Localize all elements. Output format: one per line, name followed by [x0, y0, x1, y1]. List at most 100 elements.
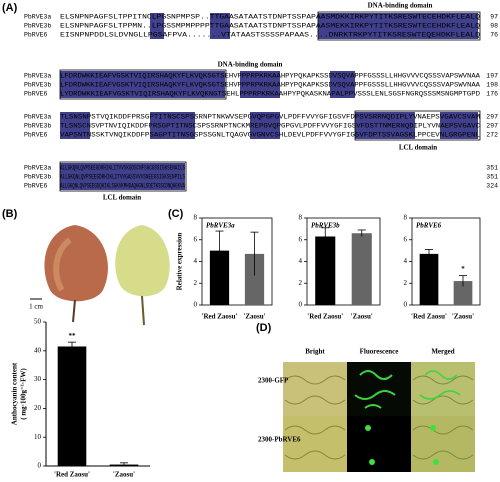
y-tick-label: 6 [299, 235, 303, 243]
sequence-name: PbRVE3a [24, 165, 51, 172]
sequence-name: PbRVE3b [24, 174, 51, 181]
sequence-name: PbRVE3b [24, 82, 51, 89]
alignment: DNA-binding domain PbRVE3a ELSNPNPAGFSLTPP… [24, 2, 498, 202]
y-tick-label: 2 [404, 279, 408, 287]
sequence-name: PbRVE6 [24, 32, 48, 39]
scale-label: 1 cm [29, 303, 43, 311]
y-tick-label: 0 [38, 462, 42, 470]
x-tick-label: 'Zaosu' [243, 313, 265, 321]
sequence-name: PbRVE6 [24, 91, 48, 98]
significance-label: * [461, 265, 465, 273]
y-tick-label: 4 [299, 257, 303, 265]
sequence-end: 97 [490, 14, 498, 21]
sequence-name: PbRVE3a [24, 73, 51, 80]
chart-title: PbRVE3a [206, 222, 235, 230]
sequence-end: 198 [486, 82, 498, 89]
bar [315, 236, 336, 305]
y-tick-label: 6 [404, 235, 408, 243]
domain-label: LCL domain [399, 144, 437, 152]
sequence-name: PbRVE3a [24, 14, 51, 21]
bar [57, 346, 87, 466]
panel-label: (C) [168, 208, 184, 220]
y-tick-label: 8 [299, 214, 303, 222]
sequence-end: 176 [486, 91, 498, 98]
panel-label: (A) [2, 2, 18, 14]
domain-label: DNA-binding domain [368, 2, 433, 10]
panel-label: (D) [256, 322, 272, 334]
column-header: Merged [431, 348, 454, 356]
y-tick-label: 8 [194, 214, 198, 222]
pear-photo [30, 225, 170, 326]
y-axis-label: Anthocyanin content [11, 362, 19, 425]
bar [453, 281, 473, 305]
y-tick-label: 4 [194, 257, 198, 265]
domain-label: LCL domain [103, 194, 141, 202]
y-tick-label: 20 [34, 404, 42, 412]
x-tick-label: 'Zaosu' [113, 471, 135, 479]
bar [244, 253, 265, 305]
domain-box [59, 11, 481, 192]
bar [419, 253, 439, 305]
sequence: EISNPNPDDLSLDVNGLLPGSAFPVA.......VTATAAS… [60, 32, 480, 39]
sequence-end: 324 [486, 183, 498, 190]
x-tick-label: 'Red Zaosu' [411, 313, 447, 321]
sequence: ALLGKQNLQVPSEEGDRHIKLITVVSKGDSCNFSGCGSSI… [60, 165, 185, 172]
sequence-end: 76 [490, 32, 498, 39]
sequence: TLSNSNPSTVQIKDDFPRSGPTITNSCSPSSRNPTNKWVS… [60, 114, 480, 121]
sequence: LYDRDWKKIEAFVGSKTVIQIRSHAQKYFLKVQKNGTSEH… [60, 91, 480, 98]
y-tick-label: 50 [34, 318, 42, 326]
bar [209, 250, 230, 305]
sequence: LFDRDWKKIEAFVGSKTVIQIRSHAQKYFLKVQKSGTSEH… [60, 82, 480, 89]
y-tick-label: 8 [404, 214, 408, 222]
y-tick-label: 10 [34, 433, 42, 441]
sequence: ALLGKQNLQVPSEEGDRHIKLITVVGASSVVVSNEEGSIG… [60, 174, 185, 181]
sequence: ELSNPNPAGFSLTPPMN..LPGSSMPMPPPPTTGAASATA… [60, 23, 480, 30]
sequence-end: 351 [486, 165, 498, 172]
x-tick-label: 'Red Zaosu' [307, 313, 343, 321]
sequence-name: PbRVE3b [24, 123, 51, 130]
row-header: 2300-PbRVE6 [258, 436, 301, 444]
sequence: ALLGKQNLQVPSEEGDQHIKLSGKVKMHDAQHGNLSDETK… [60, 183, 185, 190]
chart-title: PbRVE6 [416, 222, 442, 230]
sequence-name: PbRVE3a [24, 114, 51, 121]
microscopy [283, 362, 475, 472]
sequence-end: 197 [486, 73, 498, 80]
domain-label: DNA-binding domain [218, 61, 283, 69]
sequence: VAPSNTNSSKTVNQIKDDFPSAGPTITNSGSPSSGNLTQA… [60, 132, 480, 139]
significance-label: ** [69, 332, 77, 340]
panel-label: (B) [2, 208, 18, 220]
sequence-name: PbRVE6 [24, 132, 48, 139]
sequence: TLSNSCNSVPTNVIQIKDDFPRSGPTITNSCSPSSRNPTN… [60, 123, 480, 130]
sequence-end: 272 [486, 132, 498, 139]
sequence: ELSNPNPAGFSLTPPITNCLPGSNPMPSP..TTGAASATA… [60, 14, 480, 21]
y-tick-label: 30 [34, 375, 42, 383]
x-tick-label: 'Red Zaosu' [54, 471, 90, 479]
bar [351, 233, 372, 305]
x-tick-label: 'Zaosu' [452, 313, 474, 321]
y-axis-label: Relative expression [176, 233, 184, 291]
row-header: 2300-GFP [258, 377, 289, 385]
x-tick-label: 'Red Zaosu' [202, 313, 238, 321]
column-header: Bright [305, 348, 325, 356]
y-tick-label: 0 [299, 301, 303, 309]
alignment-shading [60, 13, 478, 190]
y-tick-label: 0 [194, 301, 198, 309]
x-tick-label: 'Zaosu' [351, 313, 373, 321]
y-tick-label: 2 [194, 279, 198, 287]
sequence: LFDRDWKKIEAFVGSKTVIQIRSHAQKYFLKVQKSGTSEH… [60, 73, 480, 80]
sequence-name: PbRVE3b [24, 23, 51, 30]
y-tick-label: 6 [194, 235, 198, 243]
sequence-end: 297 [486, 114, 498, 121]
column-header: Fluorescence [360, 348, 399, 356]
y-tick-label: 2 [299, 279, 303, 287]
sequence-name: PbRVE6 [24, 183, 48, 190]
labels: (A) (B) (C) (D) 1 cm Bright Fluorescence… [2, 2, 455, 444]
sequence-end: 98 [490, 23, 498, 30]
sequence-end: 351 [486, 174, 498, 181]
y-axis-label: ( mg·100g⁻¹·FW) [20, 368, 28, 420]
chart-title: PbRVE3b [311, 222, 340, 230]
y-tick-label: 4 [404, 257, 408, 265]
sequence-end: 297 [486, 123, 498, 130]
